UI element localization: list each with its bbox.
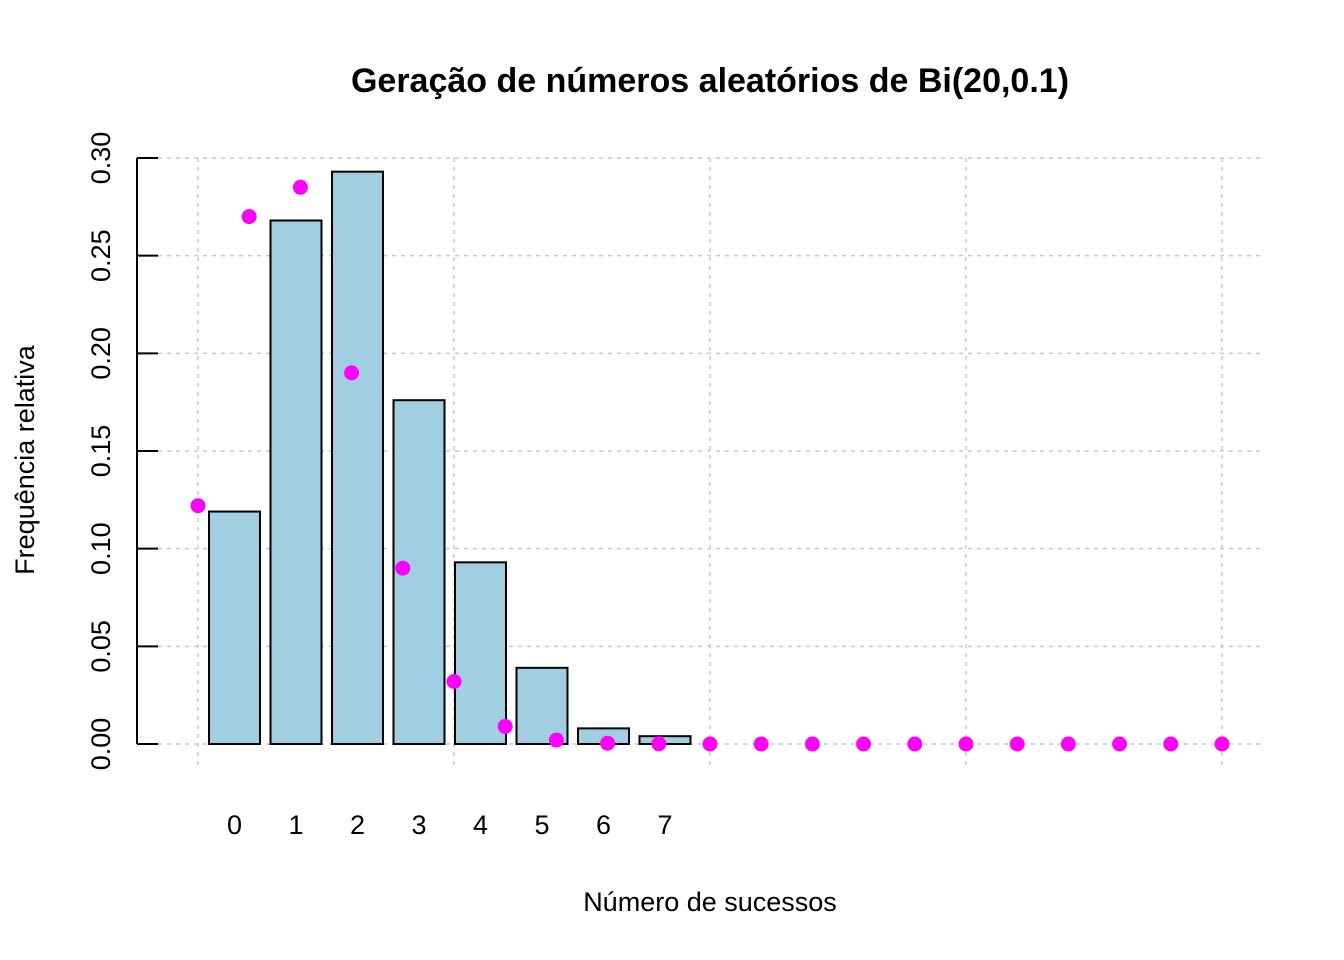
point-5 <box>446 673 462 689</box>
point-18 <box>1112 736 1128 752</box>
chart-title: Geração de números aleatórios de Bi(20,0… <box>351 62 1069 100</box>
point-4 <box>395 560 411 576</box>
bars <box>208 170 692 746</box>
bar-2 <box>331 170 384 745</box>
point-3 <box>344 365 360 381</box>
x-axis-label: Número de sucessos <box>583 887 837 917</box>
point-14 <box>907 736 923 752</box>
y-tick-label-0: 0.00 <box>86 718 116 771</box>
y-tick-label-3: 0.15 <box>86 425 116 478</box>
bar-4 <box>454 561 507 746</box>
points <box>190 179 1230 752</box>
point-8 <box>600 735 616 751</box>
y-tick-label-2: 0.10 <box>86 522 116 575</box>
point-19 <box>1163 736 1179 752</box>
point-10 <box>702 736 718 752</box>
y-axis: 0.00 0.05 0.10 0.15 0.20 0.25 0.30 <box>86 132 158 771</box>
x-tick-label-7: 7 <box>657 810 672 840</box>
y-tick-label-5: 0.25 <box>86 229 116 282</box>
point-16 <box>1009 736 1025 752</box>
point-0 <box>190 498 206 514</box>
x-tick-label-6: 6 <box>596 810 611 840</box>
y-tick-label-1: 0.05 <box>86 620 116 673</box>
point-6 <box>497 718 513 734</box>
grid <box>158 157 1260 770</box>
y-tick-label-6: 0.30 <box>86 132 116 185</box>
y-tick-label-4: 0.20 <box>86 327 116 380</box>
point-20 <box>1214 736 1230 752</box>
x-tick-label-2: 2 <box>350 810 365 840</box>
point-1 <box>241 209 257 225</box>
x-category-labels: 0 1 2 3 4 5 6 7 <box>227 810 673 840</box>
bar-5 <box>515 666 569 746</box>
bar-0 <box>208 510 261 746</box>
x-tick-label-5: 5 <box>534 810 549 840</box>
point-15 <box>958 736 974 752</box>
x-tick-label-4: 4 <box>473 810 488 840</box>
x-tick-label-0: 0 <box>227 810 242 840</box>
point-9 <box>651 736 667 752</box>
point-13 <box>856 736 872 752</box>
point-2 <box>292 179 308 195</box>
x-tick-label-1: 1 <box>288 810 303 840</box>
bar-3 <box>392 399 446 745</box>
point-12 <box>804 736 820 752</box>
bar-1 <box>269 219 323 746</box>
x-tick-label-3: 3 <box>411 810 426 840</box>
y-axis-label: Frequência relativa <box>10 344 40 575</box>
point-7 <box>548 732 564 748</box>
point-11 <box>753 736 769 752</box>
point-17 <box>1060 736 1076 752</box>
